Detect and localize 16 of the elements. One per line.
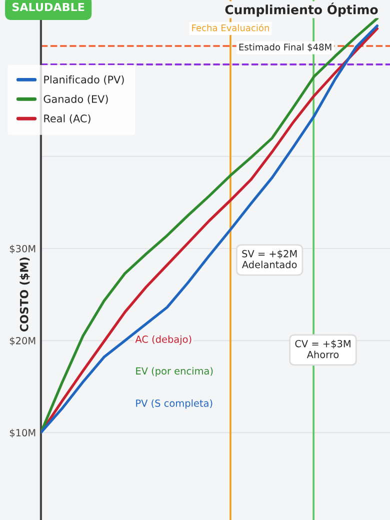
annotation: EV (por encima) bbox=[136, 367, 213, 377]
annotation: AC (debajo) bbox=[135, 335, 192, 345]
annotation: CV = +$3M Ahorro bbox=[295, 340, 350, 358]
legend-label: Planificado (PV) bbox=[44, 75, 124, 85]
annotation: Estimado Final $48M bbox=[239, 43, 332, 52]
legend-label: Real (AC) bbox=[44, 114, 90, 124]
y-axis-title: COSTO ($M) bbox=[20, 258, 30, 332]
chart-title: Cumplimiento Óptimo bbox=[225, 2, 378, 17]
annotation: Fecha Evaluación bbox=[192, 24, 269, 32]
annotation: SALUDABLE bbox=[12, 2, 84, 12]
y-tick-label: $30M bbox=[10, 244, 36, 254]
y-tick-label: $10M bbox=[10, 428, 36, 438]
y-tick-label: $20M bbox=[10, 336, 36, 346]
annotation: SV = +$2M Adelantado bbox=[242, 250, 297, 268]
legend-label: Ganado (EV) bbox=[44, 94, 108, 104]
annotation: PV (S completa) bbox=[136, 399, 212, 409]
